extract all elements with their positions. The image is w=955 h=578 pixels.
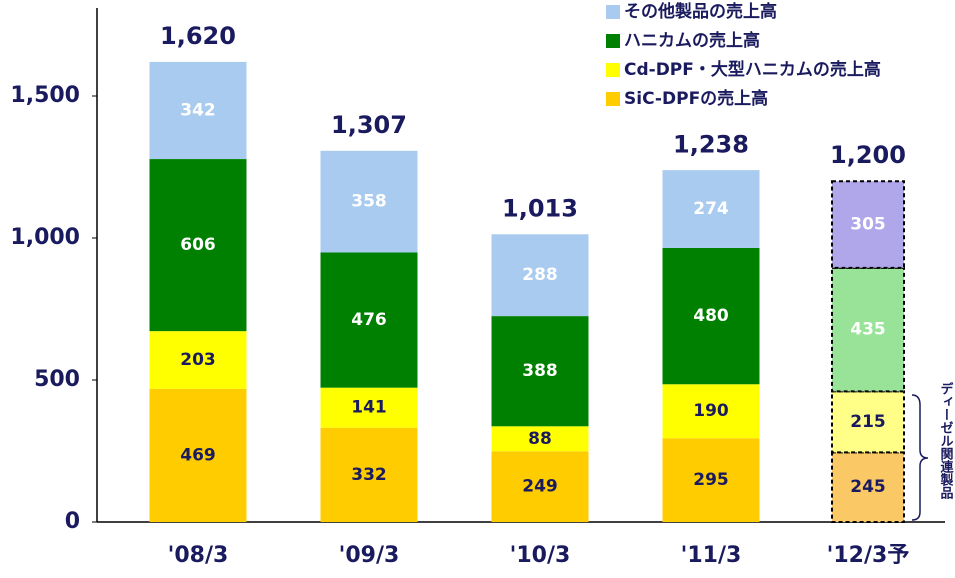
value-label: 215 — [850, 412, 886, 432]
value-label: 388 — [522, 361, 558, 381]
total-label: 1,620 — [160, 22, 236, 50]
value-label: 476 — [351, 310, 387, 330]
value-label: 295 — [693, 470, 729, 490]
value-label: 332 — [351, 465, 387, 485]
bar-segment — [491, 316, 589, 427]
bar-segment — [149, 388, 247, 522]
total-label: 1,200 — [830, 141, 906, 169]
total-label: 1,307 — [331, 111, 407, 139]
legend-label: SiC-DPFの売上高 — [624, 88, 768, 109]
value-label: 358 — [351, 192, 387, 212]
bar-segment — [831, 451, 905, 524]
bar-segment — [831, 180, 905, 269]
value-label: 249 — [522, 477, 558, 497]
legend-label: その他製品の売上高 — [624, 1, 777, 22]
x-tick-label: '12/3予 — [827, 543, 910, 568]
value-label: 245 — [850, 477, 886, 497]
x-tick-label: '10/3 — [510, 543, 571, 568]
value-label: 203 — [180, 350, 216, 370]
bar-segment — [149, 61, 247, 160]
bar-segment — [831, 390, 905, 454]
value-label: 190 — [693, 401, 729, 421]
bar-segment — [320, 387, 418, 428]
value-label: 288 — [522, 265, 558, 285]
bar-segment — [320, 150, 418, 253]
y-tick-label: 0 — [65, 509, 80, 534]
value-label: 342 — [180, 100, 216, 120]
value-label: 305 — [850, 215, 886, 235]
x-tick-label: '11/3 — [681, 543, 742, 568]
bar-segment — [149, 331, 247, 389]
bar-segment — [491, 451, 589, 522]
value-label: 435 — [850, 320, 886, 340]
value-label: 480 — [693, 306, 729, 326]
y-tick-label: 500 — [34, 367, 80, 392]
x-tick-label: '09/3 — [339, 543, 400, 568]
legend-swatch — [606, 63, 620, 77]
value-label: 88 — [528, 429, 552, 449]
legend-label: Cd-DPF・大型ハニカムの売上高 — [624, 59, 881, 80]
legend-swatch — [606, 5, 620, 19]
value-label: 141 — [351, 398, 387, 418]
bar-segment — [662, 247, 760, 385]
bracket — [911, 394, 929, 521]
y-tick-label: 1,000 — [10, 225, 80, 250]
bar-segment — [662, 170, 760, 248]
y-tick-label: 1,500 — [10, 83, 80, 108]
total-label: 1,238 — [673, 130, 749, 158]
bar-segment — [491, 426, 589, 452]
bar-segment — [491, 234, 589, 317]
bar-segment — [320, 252, 418, 388]
x-tick-label: '08/3 — [168, 543, 229, 568]
bar-segment — [320, 427, 418, 522]
bar-segment — [831, 266, 905, 393]
annotation: ディーゼル関連製品 — [938, 381, 955, 500]
total-label: 1,013 — [502, 194, 578, 222]
value-label: 606 — [180, 235, 216, 255]
bar-segment — [662, 438, 760, 522]
legend-label: ハニカムの売上高 — [624, 30, 760, 51]
value-label: 469 — [180, 445, 216, 465]
bar-segment — [662, 384, 760, 439]
value-label: 274 — [693, 199, 729, 219]
bar-segment — [149, 159, 247, 332]
legend-swatch — [606, 34, 620, 48]
legend-swatch — [606, 92, 620, 106]
